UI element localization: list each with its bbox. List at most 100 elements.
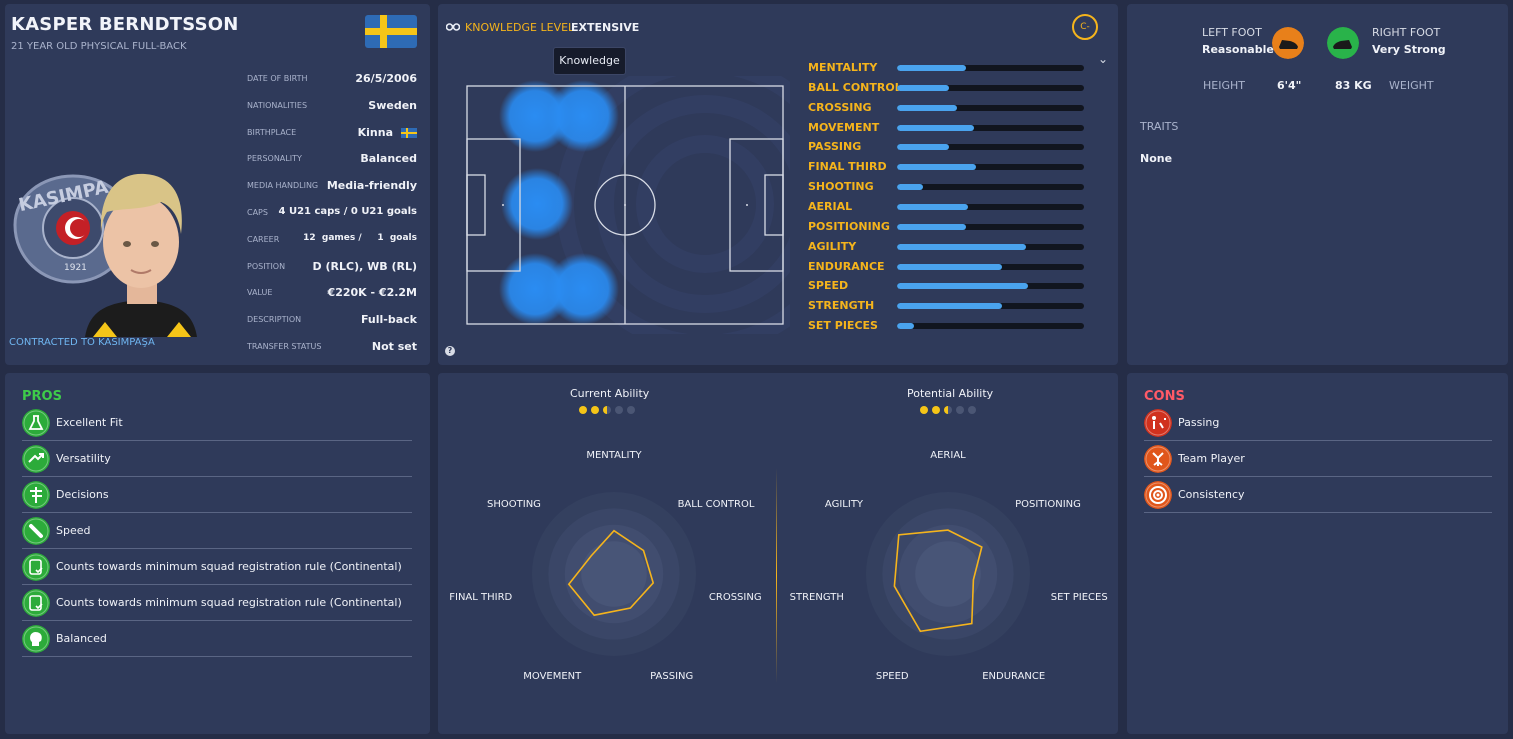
potential-ability-stars — [920, 406, 976, 414]
ability-star — [968, 406, 976, 414]
chevron-down-icon[interactable]: ⌄ — [1098, 52, 1109, 66]
attribute-bar — [897, 164, 1084, 171]
info-row-birthplace: BIRTHPLACE Kinna — [247, 124, 417, 144]
list-item-text: Versatility — [56, 452, 111, 465]
attribute-bar — [897, 84, 1084, 91]
attribute-name: AGILITY — [808, 239, 857, 253]
radar-axis-label: ENDURANCE — [982, 671, 1046, 683]
info-value: Full-back — [360, 313, 417, 326]
attribute-row: PASSING — [808, 139, 1084, 155]
cons-title: CONS — [1144, 389, 1185, 404]
radar-axis-label: MOVEMENT — [523, 671, 582, 683]
list-item[interactable]: Decisions — [22, 477, 412, 513]
info-label: BIRTHPLACE — [247, 128, 297, 137]
info-value: 12 games / 1 goals — [303, 233, 417, 243]
knowledge-level-value: EXTENSIVE — [571, 21, 640, 34]
radar-axis-label: FINAL THIRD — [449, 592, 513, 604]
list-item-text: Balanced — [56, 632, 107, 645]
attribute-bar — [897, 323, 1084, 330]
attribute-bar — [897, 184, 1084, 191]
attribute-name: PASSING — [808, 140, 862, 154]
attribute-name: SET PIECES — [808, 319, 878, 333]
knowledge-tooltip: Knowledge — [553, 47, 626, 75]
help-icon[interactable]: ? — [445, 346, 455, 356]
attribute-bar-fill — [897, 323, 914, 330]
contract-status-text[interactable]: CONTRACTED TO KASIMPAŞA — [9, 337, 155, 348]
team-player-icon — [1144, 445, 1172, 473]
attribute-name: BALL CONTROL — [808, 80, 902, 94]
info-value: 4 U21 caps / 0 U21 goals — [278, 206, 417, 217]
info-label: VALUE — [247, 288, 273, 297]
knowledge-panel: KNOWLEDGE LEVEL EXTENSIVE C- ⌄ — [438, 4, 1118, 365]
attribute-row: SPEED — [808, 278, 1084, 294]
attribute-bar — [897, 144, 1084, 151]
traits-value: None — [1140, 152, 1173, 165]
height-value: 6'4" — [1277, 79, 1302, 92]
knowledge-rating-badge[interactable]: C- — [1072, 14, 1098, 40]
attribute-bar — [897, 203, 1084, 210]
list-item[interactable]: Consistency — [1144, 477, 1492, 513]
passing-icon — [1144, 409, 1172, 437]
info-value[interactable]: Kinna — [357, 126, 393, 139]
attribute-bar-fill — [897, 144, 950, 151]
radar-axis-label: BALL CONTROL — [677, 499, 755, 511]
attribute-row: CROSSING — [808, 100, 1084, 116]
pros-panel: PROS Excellent Fit Versatility Decisions Sp… — [5, 373, 430, 734]
list-item[interactable]: Counts towards minimum squad registratio… — [22, 549, 412, 585]
attribute-bar-fill — [897, 104, 957, 111]
info-value[interactable]: Not set — [371, 340, 417, 353]
info-value: D (RLC), WB (RL) — [312, 260, 417, 273]
attribute-bar-fill — [897, 164, 976, 171]
current-ability-title: Current Ability — [570, 387, 650, 400]
attribute-bar-fill — [897, 84, 950, 91]
radar-axis-label: AERIAL — [930, 450, 966, 461]
list-item[interactable]: Counts towards minimum squad registratio… — [22, 585, 412, 621]
attribute-row: MOVEMENT — [808, 120, 1084, 136]
info-row-value: VALUE €220K - €2.2M — [247, 284, 417, 304]
info-value[interactable]: Sweden — [368, 99, 417, 112]
info-label: DATE OF BIRTH — [247, 74, 308, 83]
attribute-bar — [897, 124, 1084, 131]
attribute-row: ENDURANCE — [808, 259, 1084, 275]
left-boot-icon — [1272, 27, 1304, 59]
attribute-name: FINAL THIRD — [808, 160, 887, 174]
ability-star — [956, 406, 964, 414]
list-item[interactable]: Versatility — [22, 441, 412, 477]
attribute-row: AGILITY — [808, 239, 1084, 255]
right-boot-icon — [1327, 27, 1359, 59]
attribute-bar-fill — [897, 124, 974, 131]
list-item[interactable]: Team Player — [1144, 441, 1492, 477]
list-item[interactable]: Speed — [22, 513, 412, 549]
attribute-row: SET PIECES — [808, 318, 1084, 334]
attribute-bar — [897, 243, 1084, 250]
sweden-flag-icon — [401, 128, 417, 138]
ability-star — [591, 406, 599, 414]
radar-axis-label: AGILITY — [824, 499, 864, 511]
list-item[interactable]: Balanced — [22, 621, 412, 657]
attribute-name: MOVEMENT — [808, 120, 880, 134]
attribute-bar — [897, 283, 1084, 290]
attribute-row: POSITIONING — [808, 219, 1084, 235]
attribute-bar-fill — [897, 65, 967, 71]
signpost-icon — [22, 481, 50, 509]
attribute-bar-fill — [897, 303, 1002, 310]
info-row-personality: PERSONALITY Balanced — [247, 150, 417, 170]
ability-star — [579, 406, 587, 414]
radar-series-line — [893, 529, 983, 633]
list-item-text: Counts towards minimum squad registratio… — [56, 596, 402, 609]
arrows-icon — [22, 445, 50, 473]
radar-axis-label: SHOOTING — [487, 499, 541, 511]
info-row-position: POSITION D (RLC), WB (RL) — [247, 258, 417, 278]
club-crest-icon: KASIMPA 1921 — [13, 174, 133, 284]
attribute-bar — [897, 263, 1084, 270]
info-value: 26/5/2006 — [355, 72, 417, 85]
attribute-row: STRENGTH — [808, 298, 1084, 314]
list-item[interactable]: Excellent Fit — [22, 405, 412, 441]
info-label: POSITION — [247, 262, 286, 271]
list-item[interactable]: Passing — [1144, 405, 1492, 441]
attribute-name: CROSSING — [808, 100, 872, 114]
radar-axis-label: POSITIONING — [1015, 499, 1081, 511]
info-row-career: CAREER 12 games / 1 goals — [247, 231, 417, 251]
radar-axis-label: STRENGTH — [789, 592, 844, 604]
radar-divider — [776, 468, 777, 683]
